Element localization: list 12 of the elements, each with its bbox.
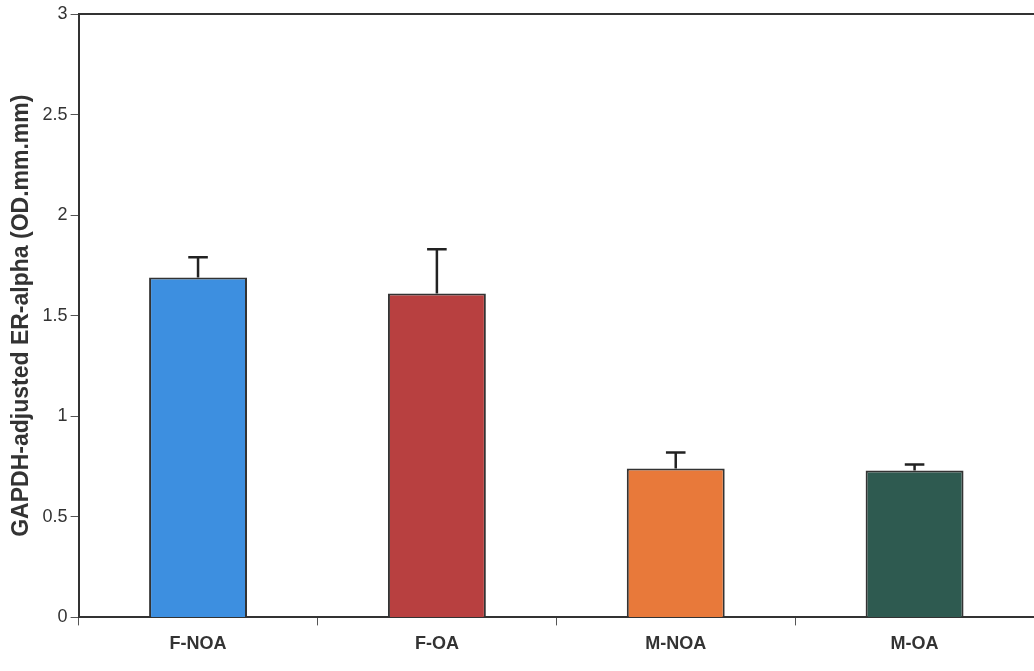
y-axis-title: GAPDH-adjusted ER-alpha (OD.mm.mm): [7, 94, 34, 537]
y-tick-label: 0.5: [42, 505, 68, 526]
x-tick-label: F-NOA: [169, 633, 227, 654]
y-tick-label: 1: [57, 405, 68, 426]
y-tick-label: 0: [57, 606, 68, 627]
y-tick-label: 1.5: [42, 304, 68, 325]
y-tick-label: 2: [57, 204, 68, 225]
x-tick-label: M-OA: [890, 633, 939, 654]
x-tick-label: M-NOA: [645, 633, 707, 654]
y-tick-label: 2.5: [42, 103, 68, 124]
y-tick-label: 3: [57, 2, 68, 23]
x-tick-label: F-OA: [414, 633, 459, 654]
